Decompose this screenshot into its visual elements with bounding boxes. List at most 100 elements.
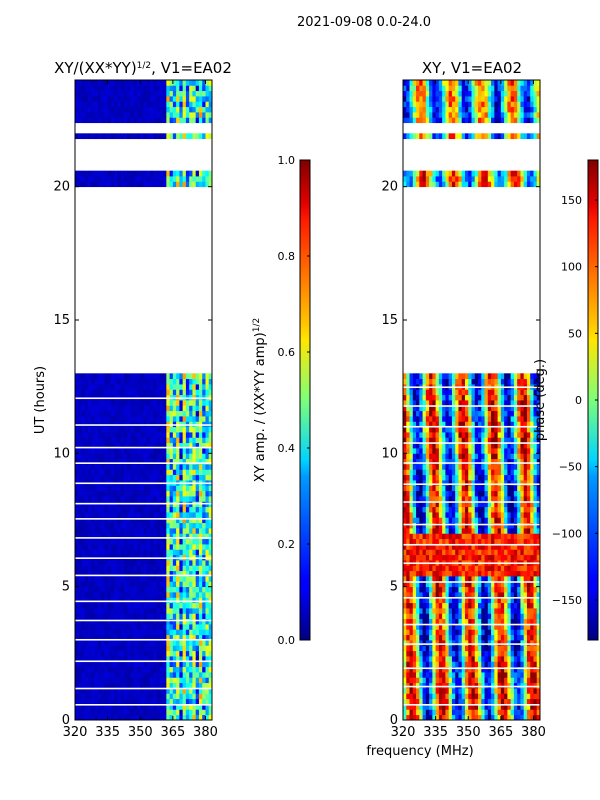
heatmap-cell	[481, 538, 485, 545]
heatmap-cell	[130, 384, 135, 390]
heatmap-cell	[94, 709, 99, 716]
heatmap-cell	[461, 570, 466, 577]
heatmap-cell	[536, 608, 540, 614]
heatmap-cell	[75, 613, 79, 620]
heatmap-cell	[517, 672, 521, 678]
phase-panel-title: XY, V1=EA02	[422, 59, 522, 77]
heatmap-cell	[189, 618, 193, 625]
heatmap-cell	[146, 442, 151, 449]
heatmap-cell	[429, 656, 433, 662]
heatmap-cell	[130, 421, 135, 428]
heatmap-cell	[471, 709, 476, 716]
heatmap-cell	[438, 645, 443, 652]
heatmap-cell	[140, 400, 144, 406]
amplitude-heatmap	[75, 80, 212, 720]
heatmap-cell	[88, 560, 92, 566]
heatmap-cell	[88, 666, 92, 673]
heatmap-cell	[88, 106, 92, 113]
heatmap-cell	[192, 698, 197, 705]
heatmap-cell	[205, 112, 210, 118]
heatmap-cell	[127, 661, 131, 668]
heatmap-cell	[189, 656, 193, 662]
heatmap-cell	[179, 96, 184, 102]
heatmap-cell	[123, 485, 128, 492]
heatmap-cell	[425, 528, 430, 534]
heatmap-cell	[438, 629, 443, 636]
heatmap-cell	[81, 496, 86, 502]
heatmap-cell	[150, 426, 154, 433]
heatmap-cell	[451, 624, 456, 630]
heatmap-cell	[104, 624, 109, 630]
heatmap-cell	[146, 133, 151, 140]
heatmap-cell	[130, 549, 135, 556]
heatmap-cell	[455, 688, 459, 694]
heatmap-cell	[172, 576, 177, 582]
heatmap-cell	[422, 581, 427, 588]
heatmap-cell	[110, 618, 115, 625]
heatmap-cell	[438, 549, 443, 556]
heatmap-cell	[513, 682, 518, 689]
heatmap-cell	[438, 634, 443, 641]
heatmap-cell	[491, 693, 495, 700]
heatmap-cell	[468, 640, 472, 646]
heatmap-cell	[159, 485, 164, 492]
heatmap-cell	[419, 656, 423, 662]
heatmap-cell	[438, 693, 443, 700]
heatmap-cell	[182, 101, 187, 108]
heatmap-cell	[153, 378, 157, 385]
heatmap-cell	[163, 485, 167, 492]
heatmap-cell	[471, 602, 476, 609]
heatmap-cell	[442, 549, 446, 556]
heatmap-cell	[195, 437, 200, 444]
heatmap-cell	[478, 570, 482, 577]
heatmap-cell	[179, 170, 184, 177]
heatmap-cell	[130, 106, 135, 113]
heatmap-cell	[484, 597, 489, 604]
heatmap-cell	[143, 437, 148, 444]
heatmap-cell	[195, 677, 200, 684]
heatmap-cell	[75, 106, 79, 113]
heatmap-cell	[172, 613, 177, 620]
heatmap-cell	[202, 656, 206, 662]
heatmap-cell	[445, 640, 450, 646]
heatmap-cell	[491, 608, 495, 614]
heatmap-cell	[185, 549, 190, 556]
heatmap-cell	[159, 592, 164, 598]
heatmap-cell	[117, 576, 122, 582]
heatmap-cell	[202, 426, 206, 433]
heatmap-cell	[120, 576, 125, 582]
heatmap-cell	[136, 96, 141, 102]
heatmap-cell	[81, 106, 86, 113]
heatmap-cell	[179, 90, 184, 97]
heatmap-cell	[530, 592, 534, 598]
heatmap-cell	[185, 464, 190, 470]
heatmap-cell	[150, 90, 154, 97]
heatmap-cell	[176, 618, 180, 625]
heatmap-cell	[523, 629, 528, 636]
heatmap-cell	[159, 570, 164, 577]
heatmap-cell	[127, 613, 131, 620]
heatmap-cell	[517, 602, 521, 609]
heatmap-cell	[114, 453, 118, 460]
heatmap-cell	[88, 544, 92, 550]
heatmap-cell	[205, 640, 210, 646]
heatmap-cell	[185, 378, 190, 385]
heatmap-cell	[140, 469, 144, 476]
heatmap-cell	[208, 576, 212, 582]
heatmap-cell	[468, 549, 472, 556]
heatmap-cell	[123, 421, 128, 428]
heatmap-cell	[461, 714, 466, 720]
heatmap-cell	[101, 672, 105, 678]
heatmap-cell	[435, 570, 440, 577]
colorbar-tick-label: 0.6	[278, 346, 296, 359]
heatmap-cell	[189, 597, 193, 604]
heatmap-cell	[484, 522, 489, 529]
heatmap-cell	[468, 709, 472, 716]
heatmap-cell	[189, 426, 193, 433]
heatmap-cell	[94, 133, 99, 140]
heatmap-cell	[484, 661, 489, 668]
heatmap-cell	[169, 672, 174, 678]
heatmap-cell	[130, 565, 135, 572]
heatmap-cell	[107, 112, 112, 118]
heatmap-cell	[84, 378, 89, 385]
